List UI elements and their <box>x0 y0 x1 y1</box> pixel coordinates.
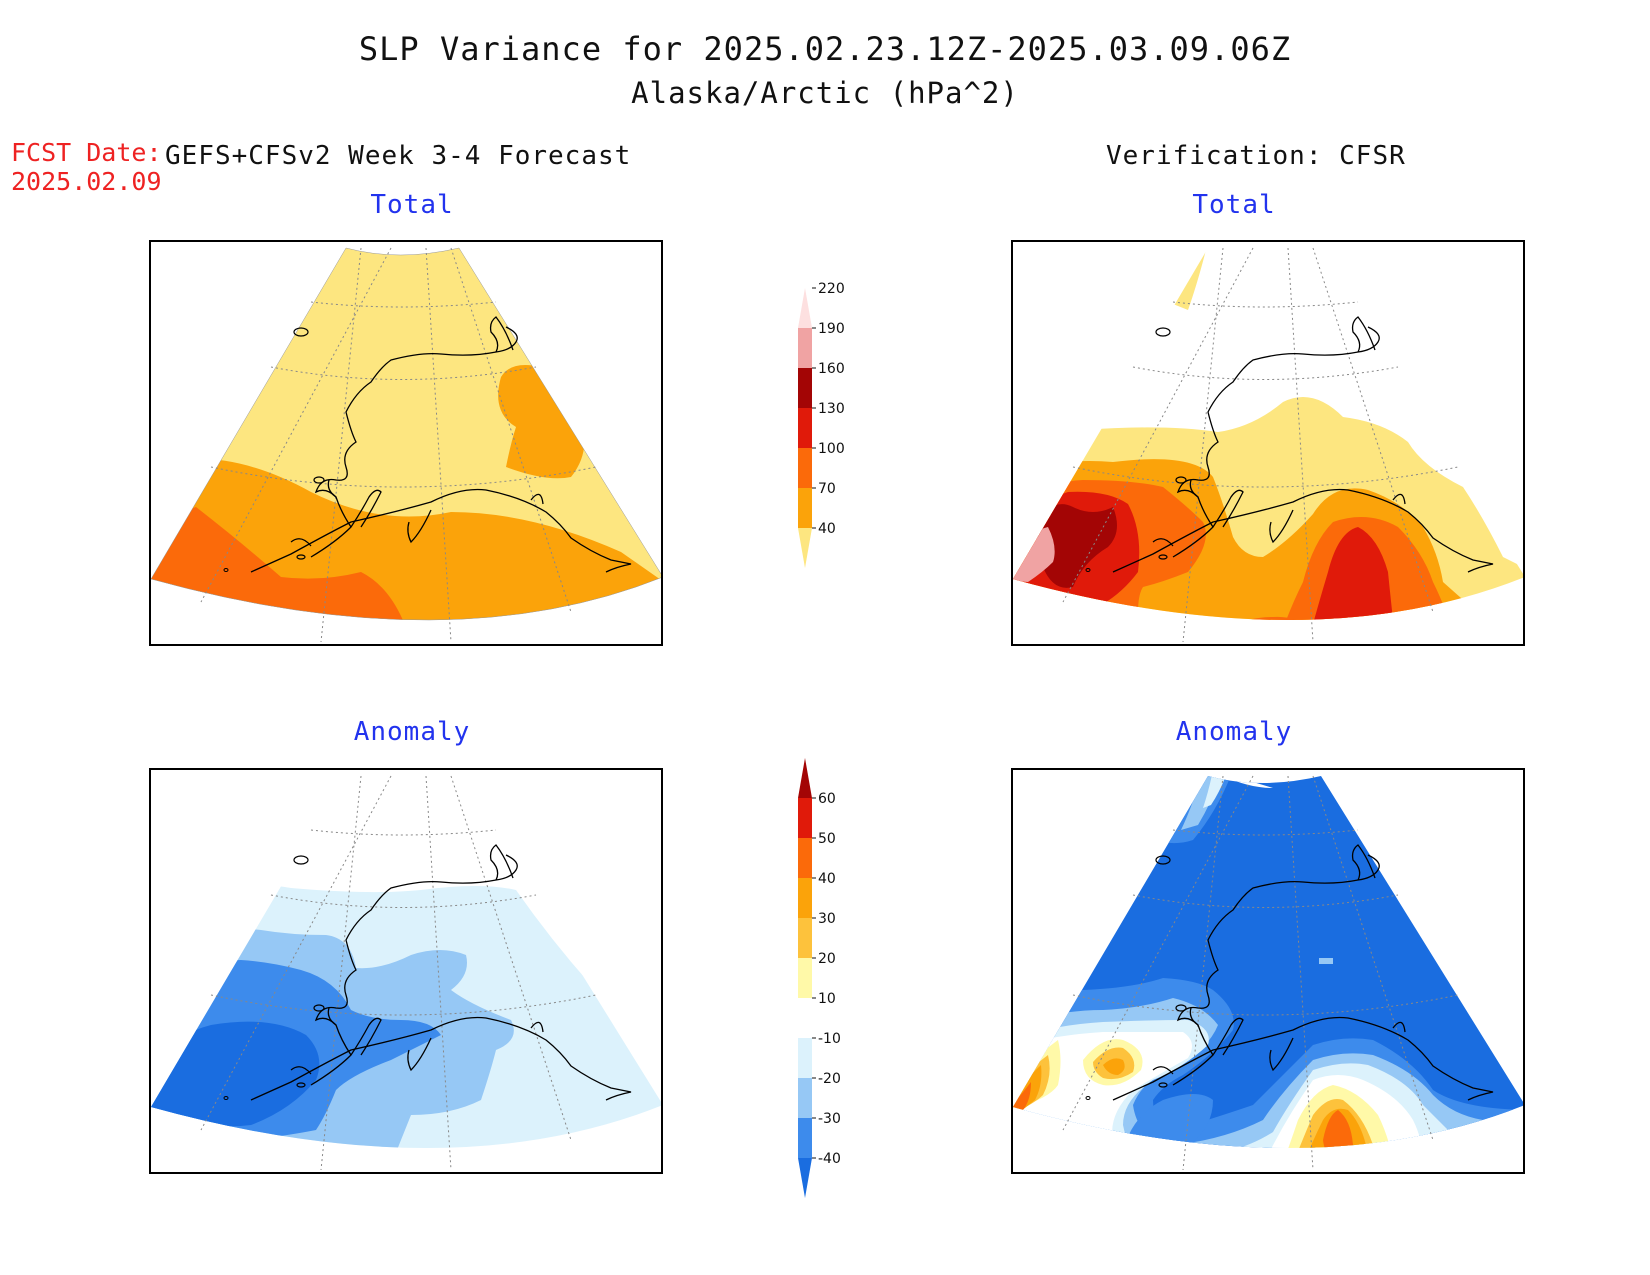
colorbar-total-label: 130 <box>818 401 845 417</box>
colorbar-anomaly-label: 40 <box>818 871 836 887</box>
colorbar-total-swatch <box>798 448 812 488</box>
colorbar-anomaly-swatch <box>798 1158 812 1198</box>
colorbar-anomaly-swatch <box>798 1038 812 1078</box>
colorbar-anomaly: -40 -30 -20 -10 10 20 30 40 50 60 <box>798 758 841 1198</box>
colorbar-total-swatch <box>798 528 812 568</box>
colorbar-anomaly-label: -10 <box>818 1031 841 1047</box>
fcst-date-label: FCST Date: <box>11 138 162 167</box>
forecast-date-block: FCST Date: 2025.02.09 <box>11 138 162 196</box>
panel-title-verification-anomaly: Anomaly <box>1175 717 1293 747</box>
colorbar-anomaly-label: 30 <box>818 911 836 927</box>
colorbar-anomaly-swatch <box>798 838 812 878</box>
colorbar-total-label: 100 <box>818 441 845 457</box>
colorbar-total-swatch <box>798 408 812 448</box>
colorbar-anomaly-label: -40 <box>818 1151 841 1167</box>
colorbar-anomaly-swatch <box>798 918 812 958</box>
colorbar-total-label: 40 <box>818 521 836 537</box>
forecast-anomaly-map <box>151 775 661 1171</box>
chart-title-line1: SLP Variance for 2025.02.23.12Z-2025.03.… <box>358 30 1292 68</box>
colorbar-anomaly-label: 60 <box>818 791 836 807</box>
colorbar-anomaly-label: 10 <box>818 991 836 1007</box>
panel-title-verification-total: Total <box>1192 190 1276 220</box>
verification-total-map <box>1013 247 1523 643</box>
colorbar-anomaly-swatch <box>798 798 812 838</box>
colorbar-total: 40 70 100 130 160 190 220 <box>798 281 845 568</box>
fcst-date-value: 2025.02.09 <box>11 167 162 196</box>
map-panel-forecast-total <box>149 240 663 646</box>
colorbar-anomaly-swatch <box>798 758 812 798</box>
verification-label: Verification: CFSR <box>1106 141 1406 171</box>
panel-title-forecast-total: Total <box>370 190 454 220</box>
colorbar-total-swatch <box>798 488 812 528</box>
map-panel-verification-anomaly <box>1011 768 1525 1174</box>
colorbar-anomaly-label: -30 <box>818 1111 841 1127</box>
colorbar-anomaly-swatch <box>798 878 812 918</box>
verification-anomaly-map <box>1013 775 1523 1171</box>
chart-title-line2: Alaska/Arctic (hPa^2) <box>631 76 1019 110</box>
colorbar-total-swatch <box>798 288 812 328</box>
colorbar-total-swatch <box>798 328 812 368</box>
colorbar-total-label: 190 <box>818 321 845 337</box>
colorbar-anomaly-swatch <box>798 958 812 998</box>
colorbar-total-label: 220 <box>818 281 845 297</box>
colorbar-anomaly-swatch <box>798 998 812 1038</box>
panel-title-forecast-anomaly: Anomaly <box>353 717 471 747</box>
colorbar-total-label: 160 <box>818 361 845 377</box>
colorbar-total-label: 70 <box>818 481 836 497</box>
map-panel-forecast-anomaly <box>149 768 663 1174</box>
colorbar-total-swatch <box>798 368 812 408</box>
colorbar-anomaly-label: 20 <box>818 951 836 967</box>
map-panel-verification-total <box>1011 240 1525 646</box>
colorbar-anomaly-label: 50 <box>818 831 836 847</box>
colorbar-anomaly-swatch <box>798 1078 812 1118</box>
forecast-model-label: GEFS+CFSv2 Week 3-4 Forecast <box>165 141 632 171</box>
colorbar-anomaly-label: -20 <box>818 1071 841 1087</box>
forecast-total-map <box>151 247 661 643</box>
colorbar-anomaly-swatch <box>798 1118 812 1158</box>
